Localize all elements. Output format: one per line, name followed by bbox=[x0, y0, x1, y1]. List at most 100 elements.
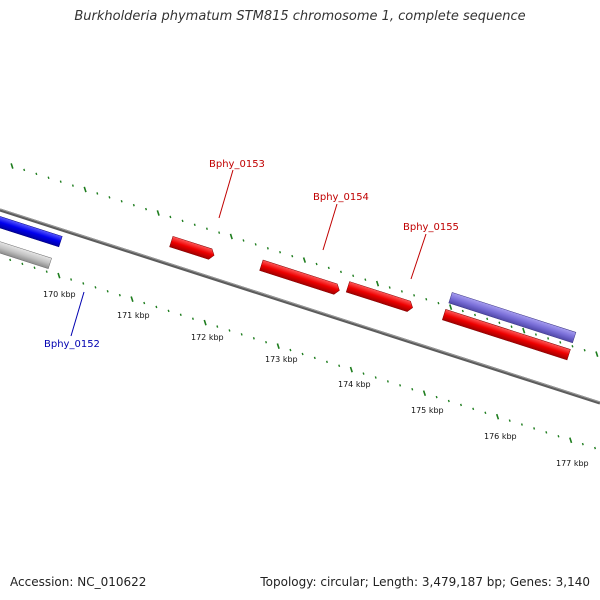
gene-label-bphy-0155[interactable]: Bphy_0155 bbox=[403, 222, 459, 233]
major-tick bbox=[83, 186, 87, 193]
gene-feature[interactable] bbox=[345, 281, 414, 313]
minor-tick bbox=[120, 200, 123, 203]
minor-tick bbox=[240, 333, 243, 336]
minor-tick bbox=[106, 290, 109, 293]
minor-tick bbox=[399, 384, 402, 387]
major-tick bbox=[349, 366, 353, 373]
minor-tick bbox=[447, 399, 450, 403]
minor-tick bbox=[571, 345, 574, 348]
minor-tick bbox=[191, 317, 194, 320]
minor-tick bbox=[413, 294, 416, 297]
major-tick bbox=[449, 304, 453, 310]
minor-tick bbox=[59, 180, 62, 183]
major-tick bbox=[276, 343, 280, 350]
major-tick bbox=[569, 437, 573, 444]
major-tick bbox=[495, 413, 500, 420]
minor-tick bbox=[508, 419, 511, 422]
minor-tick bbox=[242, 239, 245, 242]
label-leaders bbox=[70, 169, 427, 337]
minor-tick bbox=[216, 325, 219, 328]
minor-tick bbox=[47, 176, 50, 180]
gene-feature[interactable] bbox=[0, 233, 52, 269]
tick-tracks bbox=[9, 163, 599, 450]
major-tick bbox=[422, 390, 427, 397]
major-tick bbox=[522, 327, 526, 334]
minor-tick bbox=[435, 395, 438, 399]
minor-tick bbox=[386, 380, 389, 383]
minor-tick bbox=[228, 329, 231, 332]
minor-tick bbox=[352, 274, 355, 278]
minor-tick bbox=[33, 266, 36, 270]
minor-tick bbox=[252, 337, 255, 340]
minor-tick bbox=[325, 360, 328, 364]
map-title: Burkholderia phymatum STM815 chromosome … bbox=[74, 9, 526, 24]
tick-label: 172 kbp bbox=[191, 333, 224, 342]
major-tick bbox=[595, 351, 599, 357]
minor-tick bbox=[181, 219, 184, 223]
minor-tick bbox=[510, 325, 513, 328]
minor-tick bbox=[557, 435, 560, 438]
tick-label: 173 kbp bbox=[265, 355, 298, 364]
minor-tick bbox=[266, 247, 269, 250]
minor-tick bbox=[594, 446, 597, 450]
minor-tick bbox=[301, 352, 304, 356]
tick-label: 171 kbp bbox=[117, 311, 150, 320]
gene-feature[interactable] bbox=[259, 259, 341, 296]
minor-tick bbox=[559, 341, 562, 344]
minor-tick bbox=[498, 321, 501, 325]
backbone bbox=[0, 208, 600, 405]
major-tick bbox=[302, 257, 307, 263]
minor-tick bbox=[132, 203, 135, 207]
gene-label-bphy-0154[interactable]: Bphy_0154 bbox=[313, 192, 369, 203]
minor-tick bbox=[218, 231, 221, 234]
gene-label-bphy-0153[interactable]: Bphy_0153 bbox=[209, 159, 265, 170]
minor-tick bbox=[179, 313, 182, 317]
minor-tick bbox=[547, 337, 550, 340]
tick-label: 175 kbp bbox=[411, 406, 444, 415]
minor-tick bbox=[94, 286, 97, 289]
minor-tick bbox=[35, 172, 38, 176]
gene-feature[interactable] bbox=[169, 235, 216, 260]
minor-tick bbox=[205, 227, 208, 230]
minor-tick bbox=[21, 262, 24, 266]
gene-features bbox=[0, 215, 577, 361]
minor-tick bbox=[425, 297, 428, 301]
minor-tick bbox=[486, 317, 489, 321]
minor-tick bbox=[193, 223, 196, 227]
gene-feature[interactable] bbox=[0, 215, 63, 248]
major-tick bbox=[375, 280, 380, 287]
minor-tick bbox=[339, 270, 342, 274]
gene-feature[interactable] bbox=[442, 309, 571, 361]
minor-tick bbox=[461, 309, 464, 313]
minor-tick bbox=[155, 305, 158, 309]
minor-tick bbox=[400, 290, 403, 293]
minor-tick bbox=[9, 258, 12, 262]
gene-label-bphy-0152[interactable]: Bphy_0152 bbox=[44, 339, 100, 350]
minor-tick bbox=[362, 372, 365, 375]
minor-tick bbox=[45, 270, 48, 273]
tick-label: 170 kbp bbox=[43, 290, 76, 299]
minor-tick bbox=[167, 309, 170, 313]
minor-tick bbox=[313, 356, 316, 360]
major-tick bbox=[10, 163, 14, 169]
major-tick bbox=[130, 296, 134, 302]
minor-tick bbox=[520, 423, 523, 426]
minor-tick bbox=[291, 254, 294, 258]
minor-tick bbox=[169, 215, 172, 219]
topology-summary: Topology: circular; Length: 3,479,187 bp… bbox=[260, 575, 590, 589]
minor-tick bbox=[70, 278, 73, 281]
minor-tick bbox=[254, 243, 257, 246]
minor-tick bbox=[484, 411, 487, 415]
minor-tick bbox=[583, 348, 586, 352]
minor-tick bbox=[411, 387, 414, 391]
minor-tick bbox=[118, 293, 121, 297]
major-tick bbox=[156, 210, 160, 216]
minor-tick bbox=[315, 262, 318, 266]
minor-tick bbox=[474, 313, 477, 317]
gene-feature[interactable] bbox=[448, 292, 577, 344]
minor-tick bbox=[545, 431, 548, 434]
minor-tick bbox=[534, 333, 537, 336]
minor-tick bbox=[82, 282, 85, 285]
tick-label: 176 kbp bbox=[484, 432, 517, 441]
minor-tick bbox=[145, 207, 148, 211]
